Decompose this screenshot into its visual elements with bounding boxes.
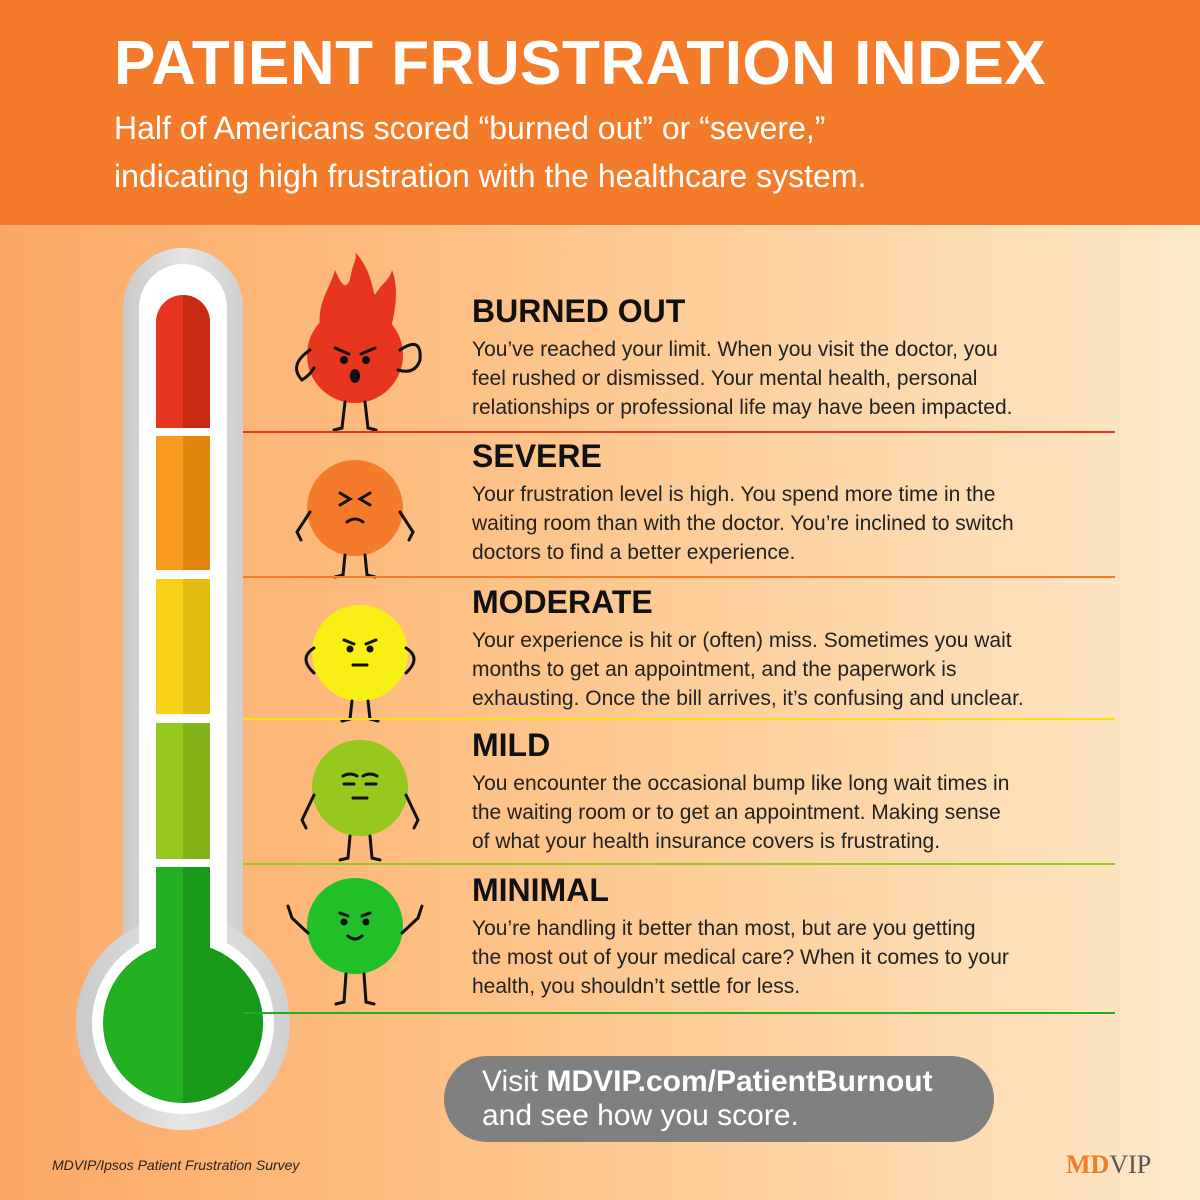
level-description: Your experience is hit or (often) miss. … <box>472 626 1112 713</box>
thermometer-segment-moderate <box>156 579 210 714</box>
description-line: the waiting room or to get an appointmen… <box>472 801 1001 824</box>
divider-moderate <box>243 718 1115 720</box>
description-line: Your experience is hit or (often) miss. … <box>472 629 1012 652</box>
level-minimal: MINIMAL You’re handling it better than m… <box>472 872 1112 1001</box>
description-line: health, you shouldn’t settle for less. <box>472 975 801 998</box>
happy-green-face-icon <box>286 878 424 1006</box>
level-description: You’re handling it better than most, but… <box>472 914 1112 1001</box>
description-line: You’ve reached your limit. When you visi… <box>472 338 998 361</box>
flaming-red-face-icon <box>295 252 422 432</box>
logo-vip: VIP <box>1109 1150 1152 1179</box>
level-description: You’ve reached your limit. When you visi… <box>472 335 1112 422</box>
level-title: MINIMAL <box>472 872 609 908</box>
level-title: MODERATE <box>472 584 653 620</box>
description-line: of what your health insurance covers is … <box>472 830 941 853</box>
level-moderate: MODERATE Your experience is hit or (ofte… <box>472 584 1112 713</box>
cta-line: and see how you score. <box>482 1099 799 1132</box>
source-note: MDVIP/Ipsos Patient Frustration Survey <box>52 1157 300 1173</box>
level-title: MILD <box>472 727 551 763</box>
description-line: You encounter the occasional bump like l… <box>472 772 1010 795</box>
level-description: Your frustration level is high. You spen… <box>472 480 1112 567</box>
level-title: BURNED OUT <box>472 293 686 329</box>
description-line: You’re handling it better than most, but… <box>472 917 976 940</box>
divider-severe <box>243 576 1115 578</box>
description-line: exhausting. Once the bill arrives, it’s … <box>472 687 1024 710</box>
subtitle-line: indicating high frustration with the hea… <box>114 158 867 194</box>
cta-pill[interactable]: Visit MDVIP.com/PatientBurnout and see h… <box>444 1056 994 1142</box>
logo-md: MD <box>1066 1150 1110 1179</box>
cta-prefix: Visit <box>482 1065 547 1098</box>
description-line: doctors to find a better experience. <box>472 541 796 564</box>
unimpressed-lime-face-icon <box>300 740 420 862</box>
cta-link[interactable]: MDVIP.com/PatientBurnout <box>546 1065 933 1098</box>
thermometer-segment-severe <box>156 436 210 570</box>
thermometer-segment-burned-out <box>156 295 210 428</box>
divider-minimal <box>243 1012 1115 1014</box>
mdvip-logo: MDVIP <box>1066 1150 1151 1180</box>
header-banner: PATIENT FRUSTRATION INDEX Half of Americ… <box>0 0 1200 225</box>
cta-line: Visit MDVIP.com/PatientBurnout <box>482 1064 933 1100</box>
subtitle-line: Half of Americans scored “burned out” or… <box>114 110 826 146</box>
level-burned-out: BURNED OUT You’ve reached your limit. Wh… <box>472 293 1112 422</box>
description-line: Your frustration level is high. You spen… <box>472 483 996 506</box>
description-line: months to get an appointment, and the pa… <box>472 658 957 681</box>
description-line: relationships or professional life may h… <box>472 396 1013 419</box>
squinting-orange-face-icon <box>295 460 415 579</box>
annoyed-yellow-face-icon <box>304 605 416 723</box>
description-line: the most out of your medical care? When … <box>472 946 1009 969</box>
divider-mild <box>243 863 1115 865</box>
description-line: feel rushed or dismissed. Your mental he… <box>472 367 978 390</box>
thermometer-segment-minimal <box>103 867 263 1103</box>
page-title: PATIENT FRUSTRATION INDEX <box>114 29 1047 98</box>
level-severe: SEVERE Your frustration level is high. Y… <box>472 438 1112 567</box>
thermometer-segment-mild <box>156 723 210 859</box>
page-subtitle: Half of Americans scored “burned out” or… <box>114 104 866 200</box>
level-description: You encounter the occasional bump like l… <box>472 769 1112 856</box>
level-mild: MILD You encounter the occasional bump l… <box>472 727 1112 856</box>
divider-burned-out <box>243 431 1115 433</box>
description-line: waiting room than with the doctor. You’r… <box>472 512 1014 535</box>
thermometer-graphic <box>76 248 290 1130</box>
level-title: SEVERE <box>472 438 602 474</box>
